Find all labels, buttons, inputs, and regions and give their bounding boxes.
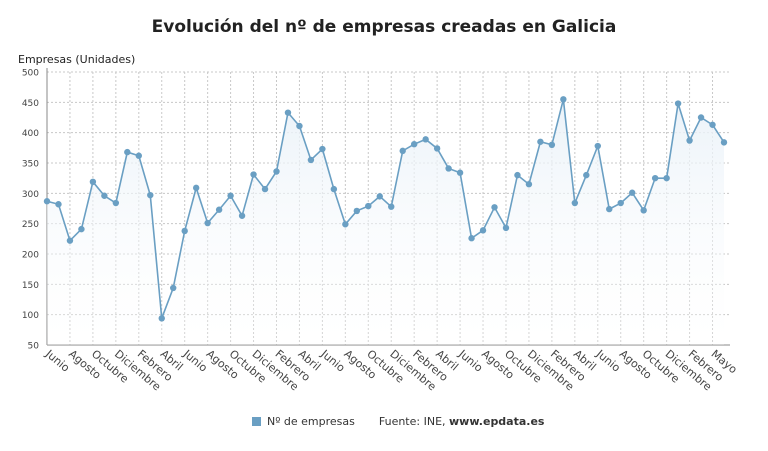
data-point [617,199,624,207]
x-tick-label: Junio [593,347,623,375]
y-tick-label: 100 [22,311,39,321]
data-point [663,174,670,182]
data-point [640,207,647,214]
data-point [674,100,682,107]
data-point [583,171,590,179]
data-point [273,168,280,175]
data-point [66,237,74,244]
data-point [410,140,418,148]
y-tick-label: 200 [22,251,39,261]
legend: Nº de empresas Fuente: INE, www.epdata.e… [252,415,544,428]
data-point [594,142,601,150]
data-point [709,121,716,128]
data-point [365,202,372,210]
x-tick-label: Junio [42,347,72,375]
x-tick-label: Junio [180,347,210,375]
data-point [388,203,395,210]
source-prefix: Fuente: INE, [378,415,446,428]
data-point [697,114,705,121]
data-point [560,96,567,103]
data-point [135,152,142,159]
data-point [525,181,533,188]
y-axis-label: Empresas (Unidades) [18,53,136,66]
data-point [55,201,62,208]
data-point [514,171,521,179]
data-point [158,315,165,322]
data-point [192,184,200,192]
data-point [296,122,303,130]
data-point [227,192,234,199]
data-point [651,174,659,182]
y-tick-label: 50 [28,342,40,352]
data-point [491,204,498,211]
y-tick-label: 250 [22,220,39,230]
y-tick-label: 450 [22,99,39,109]
data-point [101,192,108,199]
data-point [124,148,131,156]
series-area [47,99,724,345]
data-point [342,221,349,228]
data-point [479,227,487,234]
data-point [720,139,728,146]
chart-title: Evolución del nº de empresas creadas en … [151,17,617,37]
data-point [181,227,188,235]
data-point [353,207,361,215]
data-point [456,169,464,176]
data-point [215,206,223,213]
data-point [686,137,693,144]
y-tick-label: 500 [22,69,39,79]
data-point [238,212,246,219]
y-tick-label: 150 [22,281,39,291]
legend-swatch [252,417,261,426]
data-point [571,199,579,207]
data-point [468,235,475,242]
y-tick-label: 300 [22,190,39,200]
data-point [629,189,636,196]
data-point [261,185,269,193]
data-point [422,136,429,143]
data-point [284,109,292,116]
source-note: Fuente: INE, www.epdata.es [379,415,545,428]
legend-series-label[interactable]: Nº de empresas [267,415,355,428]
x-tick-label: Junio [318,347,348,375]
data-point [330,185,338,193]
data-point [433,145,441,152]
data-point [376,193,383,200]
data-point [112,199,120,207]
data-point [307,156,315,164]
x-tick-label: Junio [455,347,485,375]
data-point [399,147,406,155]
data-point [147,191,154,199]
data-point [170,284,177,292]
data-point [606,205,613,213]
y-tick-label: 400 [22,129,39,139]
data-point [89,178,97,186]
data-point [445,165,452,172]
data-point [502,224,510,232]
data-point [43,198,51,205]
data-point [250,171,257,178]
data-point [204,219,211,227]
source-site: www.epdata.es [449,415,545,428]
y-tick-label: 350 [22,160,39,170]
data-point [537,138,544,145]
data-point [78,225,85,233]
data-point [548,141,556,148]
data-point [319,145,326,153]
